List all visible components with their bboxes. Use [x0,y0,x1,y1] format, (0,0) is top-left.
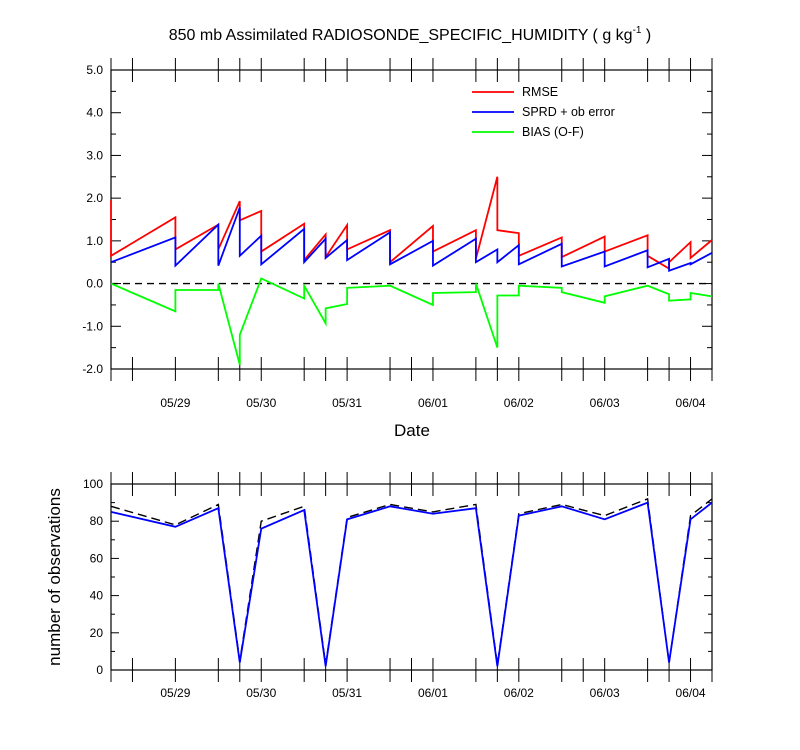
legend-label: SPRD + ob error [522,105,615,119]
chart-title-exponent: -1 [633,25,642,36]
top-x-tick-label: 06/01 [418,396,448,410]
bottom-x-tick-label: 05/29 [160,686,190,700]
bottom-y-tick-label: 0 [96,663,103,677]
legend-label: RMSE [522,85,558,99]
bottom-y-axis-label: number of observations [45,488,64,666]
bottom-x-tick-label: 06/03 [590,686,620,700]
top-series-bias-o-f [110,277,713,365]
bottom-y-tick-label: 100 [83,477,103,491]
top-x-tick-label: 06/02 [504,396,534,410]
top-y-tick-label: 5.0 [86,63,103,77]
bottom-series-assimilated [110,501,713,667]
top-series-sprd-ob-error [110,207,713,273]
top-y-tick-label: -2.0 [82,362,103,376]
top-panel: -2.0 -1.0 0.0 1.0 2.0 3.0 4.0 5.0 05/29 05/30 05/3… [82,58,713,410]
bottom-y-tick-label: 60 [90,551,104,565]
top-x-tick-label: 05/31 [332,396,362,410]
bottom-x-tick-label: 05/31 [332,686,362,700]
top-x-tick-label: 06/04 [676,396,706,410]
top-x-tick-label: 05/29 [160,396,190,410]
top-x-tick-label: 05/30 [246,396,276,410]
chart-title-end: ) [641,27,651,44]
bottom-x-tick-label: 05/30 [246,686,276,700]
top-x-axis-label: Date [394,421,430,440]
chart-title-main: 850 mb Assimilated RADIOSONDE_SPECIFIC_H… [169,27,633,44]
bottom-y-tick-label: 80 [90,514,104,528]
bottom-x-tick-label: 06/04 [676,686,706,700]
top-y-tick-label: 1.0 [86,234,103,248]
bottom-series-possible [110,497,713,665]
bottom-y-tick-label: 40 [90,589,104,603]
top-series-rmse [110,176,713,271]
top-y-tick-label: 4.0 [86,106,103,120]
bottom-x-tick-label: 06/01 [418,686,448,700]
top-y-tick-label: 3.0 [86,148,103,162]
legend-label: BIAS (O-F) [522,125,584,139]
top-y-tick-label: 0.0 [86,277,103,291]
top-x-tick-label: 06/03 [590,396,620,410]
top-y-tick-label: 2.0 [86,191,103,205]
bottom-y-tick-label: 20 [90,626,104,640]
bottom-x-tick-label: 06/02 [504,686,534,700]
bottom-panel: 0 20 40 60 80 100 05/29 05/30 05/31 06/01 06/02 06/… [83,472,713,700]
top-y-tick-label: -1.0 [82,319,103,333]
chart-title: 850 mb Assimilated RADIOSONDE_SPECIFIC_H… [169,25,652,44]
top-plot-frame [110,69,713,370]
